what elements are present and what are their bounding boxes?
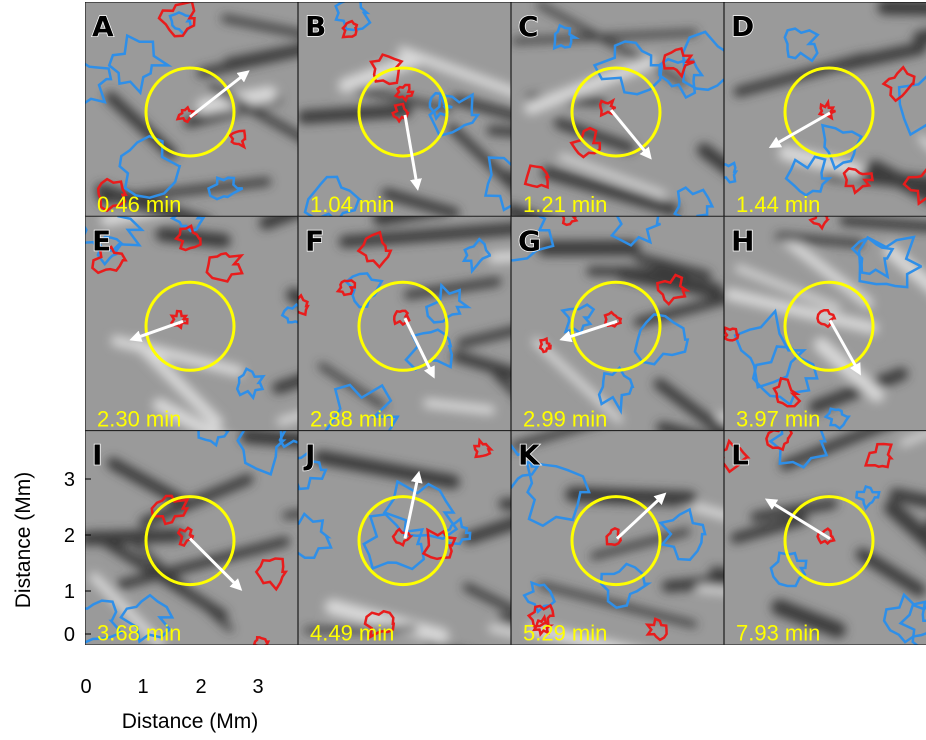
dark-fibril — [163, 234, 224, 240]
panel-letter: F — [305, 224, 324, 257]
panel-letter: D — [731, 10, 754, 43]
panel-time: 2.88 min — [310, 406, 394, 431]
y-tick-label: 3 — [64, 469, 75, 491]
panel-time: 4.49 min — [310, 621, 394, 646]
x-tick-label: 0 — [80, 676, 91, 698]
dark-fibril — [428, 644, 507, 663]
dark-fibril — [885, 7, 926, 9]
panel-letter: K — [518, 439, 541, 472]
panel-time: 1.21 min — [523, 192, 607, 217]
y-axis-label: Distance (Mm) — [12, 472, 35, 609]
panel: D 1.44 min — [717, 2, 926, 236]
y-tick-label: 2 — [64, 525, 75, 547]
x-axis-label: Distance (Mm) — [122, 710, 259, 733]
panel-time: 0.46 min — [97, 192, 181, 217]
panel-letter: J — [303, 439, 315, 472]
panel-time: 1.44 min — [736, 192, 820, 217]
y-tick-label: 1 — [64, 581, 75, 603]
panel-letter: G — [518, 224, 541, 257]
panel-time: 3.97 min — [736, 406, 820, 431]
panel-letter: I — [92, 439, 102, 472]
y-tick-label: 0 — [64, 624, 75, 646]
panel-letter: H — [731, 224, 754, 257]
panel-letter: B — [305, 10, 326, 43]
panel-time: 1.04 min — [310, 192, 394, 217]
x-tick-label: 2 — [195, 676, 206, 698]
panel-letter: C — [518, 10, 539, 43]
x-tick-label: 3 — [252, 676, 263, 698]
panel-time: 7.93 min — [736, 621, 820, 646]
panel-time: 5.29 min — [523, 621, 607, 646]
panel-letter: L — [731, 439, 749, 472]
panel-letter: A — [92, 10, 114, 43]
dark-fibril — [304, 110, 405, 117]
x-tick-label: 1 — [137, 676, 148, 698]
dark-fibril — [545, 248, 632, 249]
panel-time: 3.68 min — [97, 621, 181, 646]
panel-time: 2.30 min — [97, 406, 181, 431]
panel: H 3.97 min — [724, 212, 926, 432]
panel-letter: E — [92, 224, 111, 257]
panel-time: 2.99 min — [523, 406, 607, 431]
figure: Distance (Mm) Distance (Mm) A 0.46 min B 1.… — [0, 0, 926, 740]
